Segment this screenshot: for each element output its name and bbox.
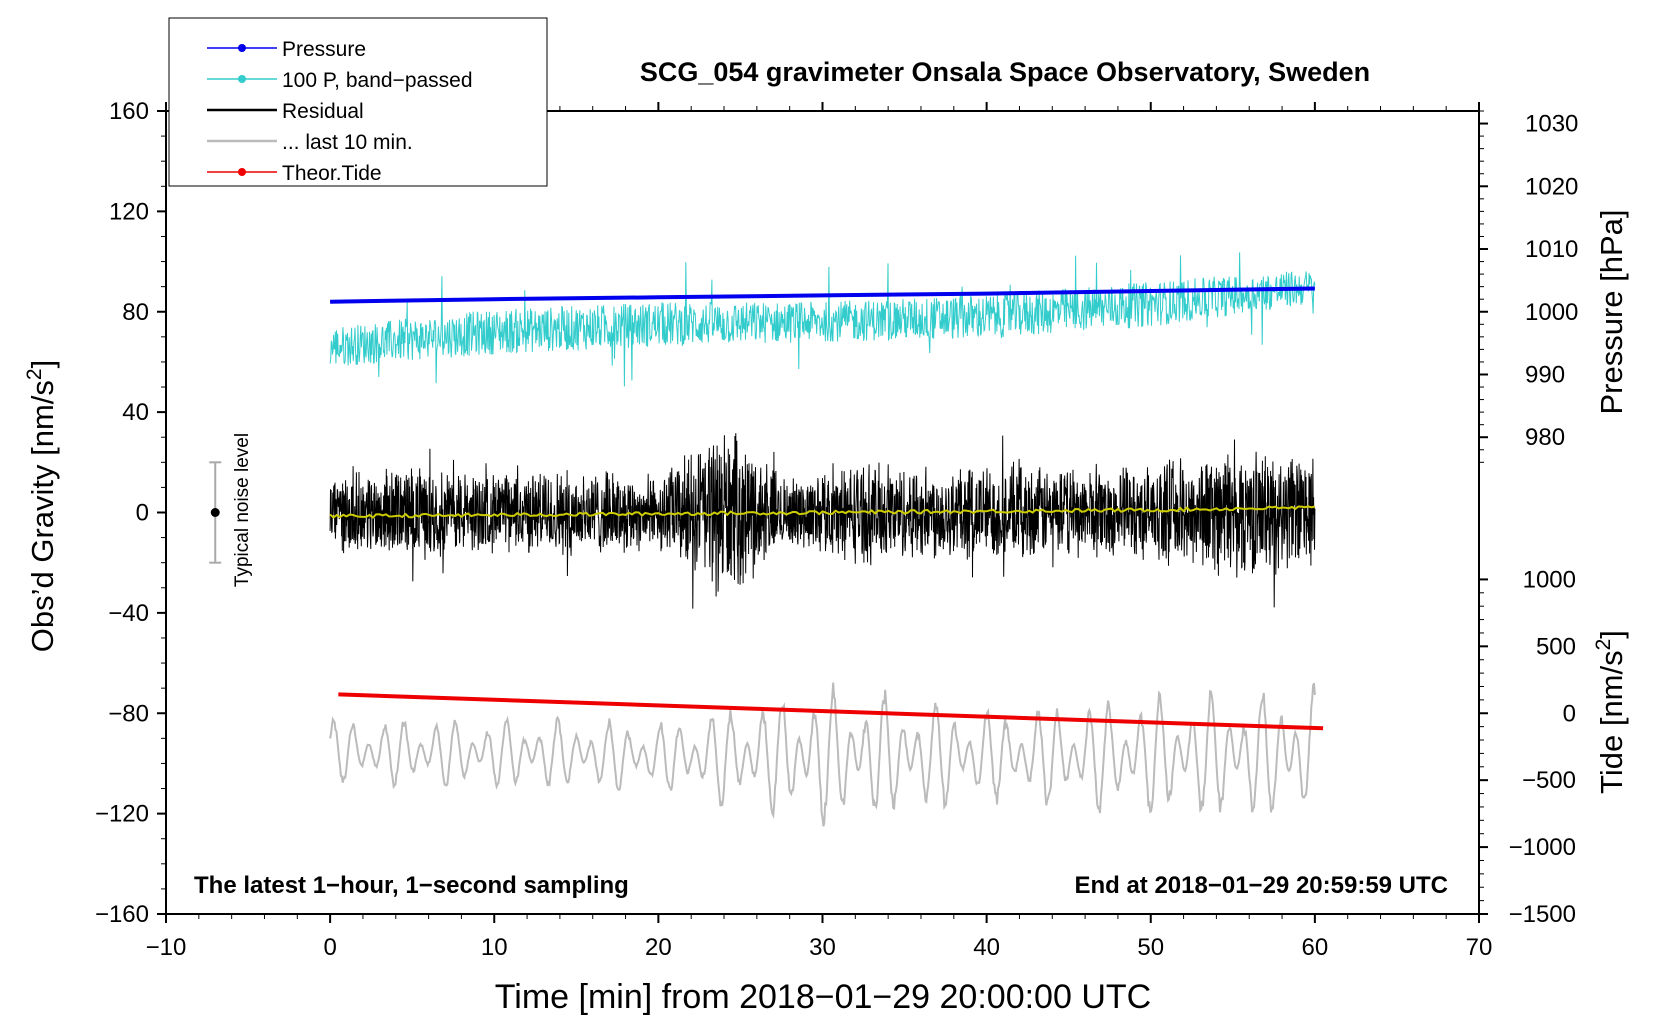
- y-tick-label: 40: [122, 399, 149, 426]
- tide-tick-label: 500: [1536, 633, 1576, 660]
- pressure-tick-label: 1020: [1525, 173, 1578, 200]
- tide-tick-label: −500: [1522, 767, 1576, 794]
- tide-tick-label: −1500: [1509, 901, 1576, 928]
- x-tick-label: −10: [146, 934, 187, 961]
- y-tick-label: −80: [108, 700, 149, 727]
- legend-label: 100 P, band−passed: [282, 69, 473, 92]
- footer-left: The latest 1−hour, 1−second sampling: [194, 872, 629, 899]
- noise-label: Typical noise level: [232, 433, 253, 587]
- tide-axis-label-sup: 2: [1592, 639, 1615, 651]
- legend-marker: [238, 75, 246, 83]
- series-theoretical-tide: [338, 692, 1324, 731]
- tide-tick-label: 1000: [1523, 566, 1576, 593]
- series-layer: [209, 252, 1324, 827]
- tide-tick-label: 0: [1563, 700, 1576, 727]
- tide-axis-label: Tide [nm/s2]: [1592, 630, 1629, 794]
- legend-label: Theor.Tide: [282, 162, 382, 185]
- series-pressure: [330, 286, 1315, 304]
- y-tick-label: 0: [136, 500, 149, 527]
- x-tick-label: 50: [1137, 934, 1164, 961]
- y-tick-label: 120: [109, 198, 149, 225]
- y-axis-label-sup: 2: [23, 368, 46, 380]
- tick-layer: −10 0 10 20 30 40 50 60 7016012080400−40−80−120−…: [95, 98, 1578, 961]
- x-tick-label: 40: [973, 934, 1000, 961]
- x-tick-label: 60: [1302, 934, 1329, 961]
- pressure-axis-label: Pressure [hPa]: [1594, 209, 1629, 414]
- series-residual: [329, 433, 1316, 609]
- x-tick-label: 30: [809, 934, 836, 961]
- x-axis-label: Time [min] from 2018−01−29 20:00:00 UTC: [495, 978, 1151, 1016]
- y-tick-label: −160: [95, 901, 149, 928]
- pressure-tick-label: 990: [1525, 361, 1565, 388]
- series-band-passed-pressure: [329, 252, 1316, 387]
- y-tick-label: 80: [122, 299, 149, 326]
- legend-marker: [238, 44, 246, 52]
- x-tick-label: 70: [1466, 934, 1493, 961]
- y-tick-label: 160: [109, 98, 149, 125]
- pressure-tick-label: 1000: [1525, 299, 1578, 326]
- pressure-tick-label: 1010: [1525, 236, 1578, 263]
- x-tick-label: 10: [481, 934, 508, 961]
- noise-bar-dot: [210, 508, 220, 517]
- legend-box: [168, 17, 548, 187]
- y-tick-label: −120: [95, 801, 149, 828]
- legend-label: Residual: [282, 100, 364, 123]
- series-last-10-min: [329, 682, 1316, 827]
- legend-label: ... last 10 min.: [282, 131, 413, 154]
- chart-title: SCG_054 gravimeter Onsala Space Observat…: [640, 57, 1370, 87]
- legend-marker: [238, 168, 246, 176]
- series-residual-smoothed: [329, 505, 1316, 519]
- y-axis-label: Obs’d Gravity [nm/s2]: [23, 360, 60, 653]
- legend: Pressure 100 P, band−passed Residual ... la…: [168, 17, 548, 187]
- legend-label: Pressure: [282, 38, 366, 61]
- x-tick-label: 20: [645, 934, 672, 961]
- y-tick-label: −40: [108, 600, 149, 627]
- pressure-tick-label: 1030: [1525, 111, 1578, 138]
- tide-tick-label: −1000: [1509, 834, 1576, 861]
- x-tick-label: 0: [323, 934, 336, 961]
- footer-right: End at 2018−01−29 20:59:59 UTC: [1074, 872, 1448, 899]
- pressure-tick-label: 980: [1525, 424, 1565, 451]
